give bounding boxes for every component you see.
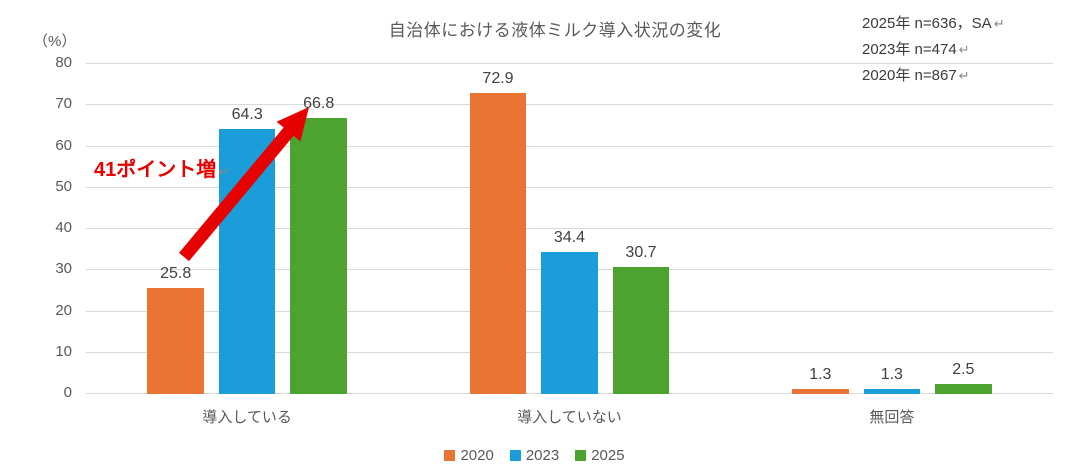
bar-2025-導入していない xyxy=(612,267,670,394)
legend-label: 2023 xyxy=(525,446,560,464)
bar-2023-無回答 xyxy=(863,388,921,394)
legend-label: 2025 xyxy=(591,446,625,464)
sample-size-notes: 2025年 n=636，SA ↵ 2023年 n=474 ↵ 2020年 n=867… xyxy=(862,11,1005,89)
legend-item-2020: 2020 xyxy=(444,446,494,464)
note-text: 2025年 n=636，SA xyxy=(862,15,992,32)
data-label: 1.3 xyxy=(809,365,832,383)
y-axis-tick: 70 xyxy=(55,95,72,113)
note-line-2023: 2023年 n=474 ↵ xyxy=(862,37,1005,63)
data-label: 25.8 xyxy=(160,264,192,282)
y-axis-tick: 80 xyxy=(55,54,72,71)
increase-annotation-label: 41ポイント増 xyxy=(94,159,217,181)
data-label: 2.5 xyxy=(952,360,975,378)
data-label: 30.7 xyxy=(625,244,657,262)
note-text: 2023年 n=474 xyxy=(862,41,957,58)
y-axis-tick: 20 xyxy=(55,301,72,319)
data-label: 1.3 xyxy=(880,365,903,383)
data-label: 34.4 xyxy=(553,229,586,247)
legend-swatch xyxy=(575,449,587,461)
category-label: 無回答 xyxy=(869,409,915,426)
y-axis-tick: 10 xyxy=(55,342,72,360)
bar-2020-導入している xyxy=(147,287,204,394)
y-axis-tick: 30 xyxy=(55,260,72,278)
chart-title: 自治体における液体ミルク導入状況の変化 xyxy=(388,21,722,40)
legend: 2020 2023 2025 xyxy=(0,444,1069,466)
return-mark-icon: ↵ xyxy=(218,164,230,179)
note-line-2025: 2025年 n=636，SA ↵ xyxy=(862,11,1005,37)
legend-swatch xyxy=(444,449,456,461)
category-label: 導入している xyxy=(202,409,292,426)
bar-2020-無回答 xyxy=(792,388,849,394)
bar-2023-導入していない xyxy=(541,252,598,394)
gridline xyxy=(86,145,1053,147)
legend-item-2023: 2023 xyxy=(509,446,560,464)
data-label: 64.3 xyxy=(231,105,263,123)
note-line-2020: 2020年 n=867 ↵ xyxy=(862,63,1005,89)
return-mark-icon: ↵ xyxy=(958,42,970,57)
gridline xyxy=(86,186,1053,188)
y-axis-tick: 60 xyxy=(55,136,72,154)
return-mark-icon: ↵ xyxy=(958,68,970,83)
gridline xyxy=(86,228,1053,229)
note-text: 2020年 n=867 xyxy=(862,67,957,84)
increase-annotation: 41ポイント増 ↵ xyxy=(94,153,229,182)
gridline xyxy=(86,104,1053,106)
gridline xyxy=(86,63,1053,64)
y-axis-tick: 40 xyxy=(55,219,72,236)
category-label: 導入していない xyxy=(517,409,622,426)
bar-2020-導入していない xyxy=(469,93,527,394)
bar-2025-導入している xyxy=(290,118,347,394)
bar-2025-無回答 xyxy=(935,383,992,394)
y-axis-tick: 50 xyxy=(55,177,72,195)
legend-item-2025: 2025 xyxy=(575,446,625,464)
data-label: 66.8 xyxy=(303,95,335,113)
y-axis-tick: 0 xyxy=(63,384,72,401)
plot-area: 25.8 64.3 66.8 72.9 34.4 30.7 1.3 1.3 2.5 xyxy=(86,63,1053,394)
legend-label: 2020 xyxy=(460,446,494,464)
legend-swatch xyxy=(509,449,521,461)
y-axis-unit-label: （%） xyxy=(33,33,77,50)
return-mark-icon: ↵ xyxy=(993,16,1005,31)
data-label: 72.9 xyxy=(482,70,514,88)
